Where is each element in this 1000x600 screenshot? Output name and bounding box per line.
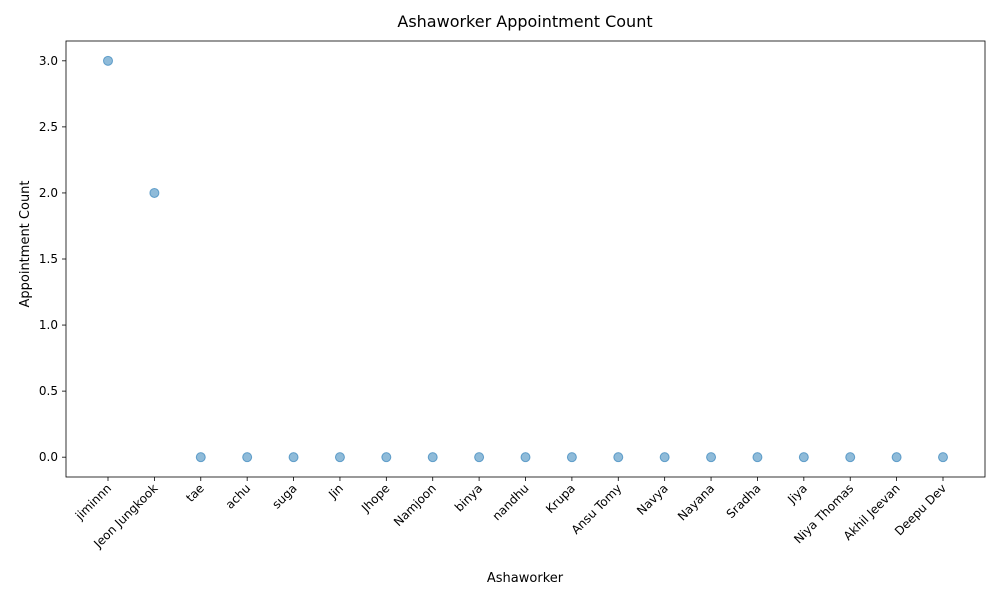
data-point xyxy=(195,452,206,463)
data-point xyxy=(520,452,531,463)
y-tick-label: 0.0 xyxy=(39,450,58,464)
data-point xyxy=(381,452,392,463)
data-point xyxy=(427,452,438,463)
y-tick-label: 1.5 xyxy=(39,252,58,266)
data-point xyxy=(103,55,113,66)
data-point xyxy=(706,452,717,463)
y-tick-label: 1.0 xyxy=(39,318,58,332)
data-point xyxy=(891,452,902,463)
y-tick-label: 2.0 xyxy=(39,186,58,200)
x-axis-label: Ashaworker xyxy=(487,571,564,586)
y-tick-label: 0.5 xyxy=(39,384,58,398)
data-point xyxy=(288,452,299,463)
data-point xyxy=(474,452,485,463)
chart-title: Ashaworker Appointment Count xyxy=(397,12,652,31)
data-point xyxy=(938,452,948,463)
data-point xyxy=(659,452,670,463)
data-point xyxy=(334,452,345,463)
data-point xyxy=(798,452,809,463)
data-point xyxy=(613,452,624,463)
data-point xyxy=(566,452,577,463)
y-tick-label: 3.0 xyxy=(39,54,58,68)
data-point xyxy=(149,187,160,198)
y-tick-label: 2.5 xyxy=(39,120,58,134)
y-axis-label: Appointment Count xyxy=(18,180,33,307)
data-point xyxy=(242,452,253,463)
data-point xyxy=(845,452,856,463)
data-point xyxy=(752,452,763,463)
